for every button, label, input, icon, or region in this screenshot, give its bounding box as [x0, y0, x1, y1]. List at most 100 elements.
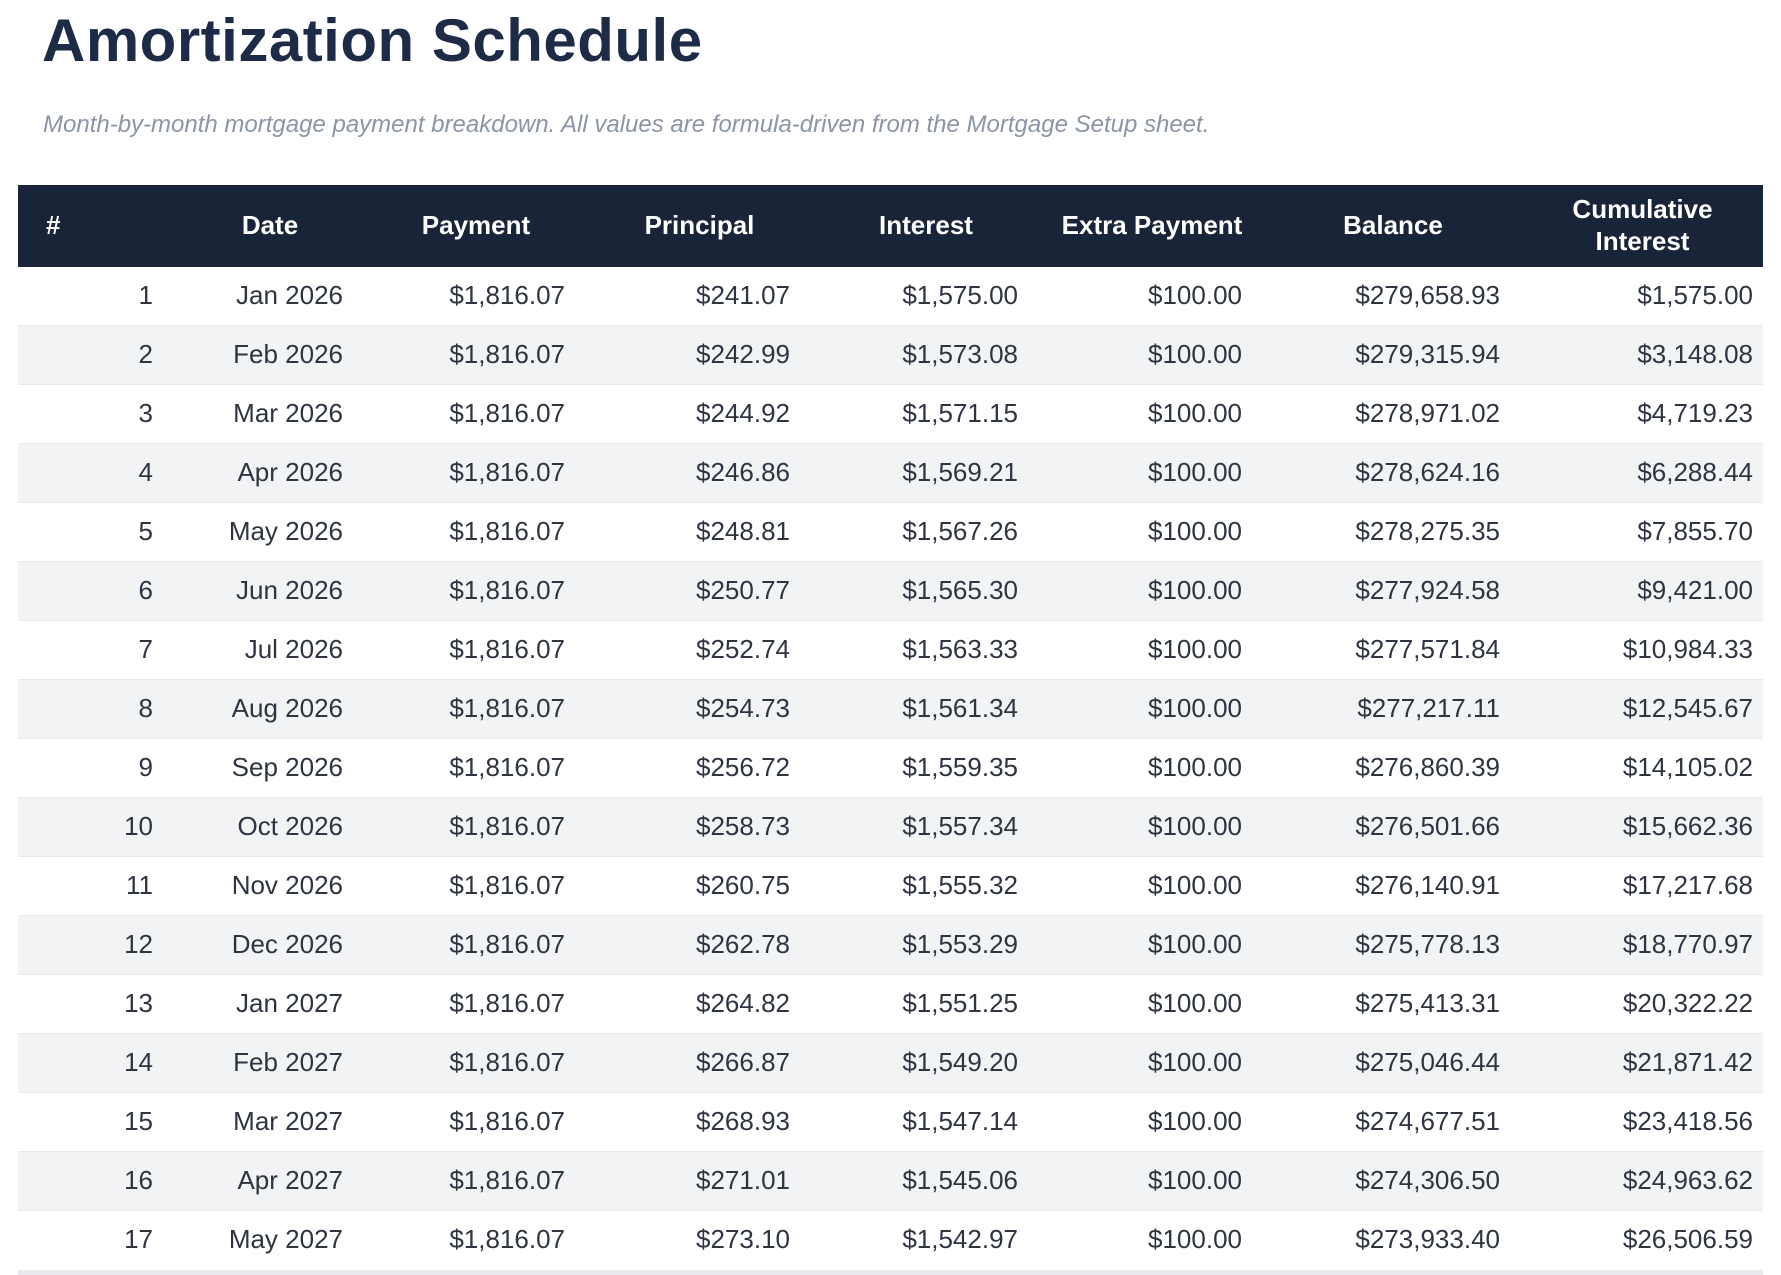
cell-row-number: 14 — [18, 1032, 175, 1093]
table-row: 16 Apr 2027 $1,816.07 $271.01 $1,545.06 $100.… — [18, 1150, 1763, 1211]
cell-payment: $1,816.07 — [365, 678, 587, 739]
cell-balance: $277,571.84 — [1264, 619, 1522, 680]
table-row: 15 Mar 2027 $1,816.07 $268.93 $1,547.14 $100.… — [18, 1091, 1763, 1152]
cell-payment: $1,816.07 — [365, 619, 587, 680]
table-row: 12 Dec 2026 $1,816.07 $262.78 $1,553.29 $100.… — [18, 914, 1763, 975]
cell-cumulative-interest: $14,105.02 — [1522, 737, 1763, 798]
cell-row-number: 1 — [138, 280, 153, 311]
cell-payment: $1,816.07 — [365, 501, 587, 562]
cell-payment: $1,816.07 — [365, 1091, 587, 1152]
cell-principal: $248.81 — [587, 501, 812, 562]
table-row: 5 May 2026 $1,816.07 $248.81 $1,567.26 $100.0… — [18, 501, 1763, 562]
cell-date: Jul 2026 — [175, 619, 365, 680]
cell-row-number: 4 — [18, 442, 175, 503]
cell-balance: $279,315.94 — [1264, 324, 1522, 385]
cell-extra-payment: $100.00 — [1040, 737, 1264, 798]
table-row: 13 Jan 2027 $1,816.07 $264.82 $1,551.25 $100.… — [18, 973, 1763, 1034]
cell-date: Nov 2026 — [175, 855, 365, 916]
cell-interest: $1,553.29 — [812, 914, 1040, 975]
cell-date: Feb 2026 — [175, 324, 365, 385]
cell-balance: $275,413.31 — [1264, 973, 1522, 1034]
cell-extra-payment: $100.00 — [1040, 501, 1264, 562]
table-header: # Date Payment Principal Interest Extra Payme… — [18, 184, 1763, 267]
cell-interest: $1,567.26 — [812, 501, 1040, 562]
page-subtitle: Month-by-month mortgage payment breakdow… — [43, 111, 1210, 138]
cell-extra-payment: $100.00 — [1148, 280, 1242, 311]
table-row: 17 May 2027 $1,816.07 $273.10 $1,542.97 $100.… — [18, 1209, 1763, 1269]
cell-row-number: 12 — [18, 914, 175, 975]
cell-interest: $1,573.08 — [812, 324, 1040, 385]
page: Amortization Schedule Month-by-month mor… — [0, 6, 1781, 1275]
cell-principal: $256.72 — [587, 737, 812, 798]
cell-extra-payment: $100.00 — [1040, 1091, 1264, 1152]
next-row-sliver — [18, 1269, 1763, 1275]
cell-cumulative-interest: $26,506.59 — [1522, 1209, 1763, 1269]
cell-cumulative-interest: $20,322.22 — [1522, 973, 1763, 1034]
cell-row-number: 2 — [18, 324, 175, 385]
cell-extra-payment: $100.00 — [1040, 324, 1264, 385]
cell-principal: $246.86 — [587, 442, 812, 503]
cell-cumulative-interest: $3,148.08 — [1522, 324, 1763, 385]
cell-principal: $252.74 — [587, 619, 812, 680]
amortization-table-wrap: # Date Payment Principal Interest Extra Payme… — [18, 184, 1763, 1275]
cell-payment: $1,816.07 — [365, 914, 587, 975]
cell-payment: $1,816.07 — [365, 442, 587, 503]
cell-row-number: 7 — [18, 619, 175, 680]
cell-extra-payment: $100.00 — [1040, 973, 1264, 1034]
cell-cumulative-interest: $10,984.33 — [1522, 619, 1763, 680]
cell-balance: $276,140.91 — [1264, 855, 1522, 916]
table-row: 6 Jun 2026 $1,816.07 $250.77 $1,565.30 $100.0… — [18, 560, 1763, 621]
cell-date: Mar 2027 — [175, 1091, 365, 1152]
cell-balance: $274,677.51 — [1264, 1091, 1522, 1152]
table-row: 14 Feb 2027 $1,816.07 $266.87 $1,549.20 $100.… — [18, 1032, 1763, 1093]
cell-balance: $278,624.16 — [1264, 442, 1522, 503]
cell-row-number: 10 — [18, 796, 175, 857]
cell-date: Apr 2026 — [175, 442, 365, 503]
table-body: 1 Jan 2026 $1,816.07 $241.07 $1,575.00 $100.0… — [18, 267, 1763, 1269]
cell-interest: $1,559.35 — [812, 737, 1040, 798]
column-header-cumulative-interest: Cumulative Interest — [1522, 184, 1763, 267]
page-title: Amortization Schedule — [42, 7, 703, 74]
cell-balance: $277,924.58 — [1264, 560, 1522, 621]
cell-balance: $273,933.40 — [1264, 1209, 1522, 1269]
cell-row-number: 11 — [18, 855, 175, 916]
table-row: 2 Feb 2026 $1,816.07 $242.99 $1,573.08 $100.0… — [18, 324, 1763, 385]
cell-row-number: 15 — [18, 1091, 175, 1152]
cell-interest: $1,563.33 — [812, 619, 1040, 680]
table-row: 10 Oct 2026 $1,816.07 $258.73 $1,557.34 $100.… — [18, 796, 1763, 857]
cell-cumulative-interest: $4,719.23 — [1522, 383, 1763, 444]
cell-row-number: 6 — [18, 560, 175, 621]
cell-principal: $262.78 — [587, 914, 812, 975]
cell-principal: $241.07 — [696, 280, 790, 311]
cell-principal: $271.01 — [587, 1150, 812, 1211]
cell-payment: $1,816.07 — [365, 324, 587, 385]
cell-interest: $1,555.32 — [812, 855, 1040, 916]
cell-payment: $1,816.07 — [365, 1209, 587, 1269]
cell-cumulative-interest: $18,770.97 — [1522, 914, 1763, 975]
cell-principal: $264.82 — [587, 973, 812, 1034]
column-header-interest: Interest — [812, 184, 1040, 267]
cell-date: Dec 2026 — [175, 914, 365, 975]
cell-cumulative-interest: $7,855.70 — [1522, 501, 1763, 562]
cell-date: Jun 2026 — [175, 560, 365, 621]
table-row: 1 Jan 2026 $1,816.07 $241.07 $1,575.00 $100.0… — [18, 267, 1763, 326]
column-header-date: Date — [175, 184, 365, 267]
cell-payment: $1,816.07 — [365, 796, 587, 857]
cell-payment: $1,816.07 — [365, 973, 587, 1034]
cell-principal: $254.73 — [587, 678, 812, 739]
cell-cumulative-interest: $6,288.44 — [1522, 442, 1763, 503]
cell-cumulative-interest: $15,662.36 — [1522, 796, 1763, 857]
cell-payment: $1,816.07 — [365, 560, 587, 621]
cell-principal: $244.92 — [587, 383, 812, 444]
cell-balance: $276,860.39 — [1264, 737, 1522, 798]
cell-balance: $275,046.44 — [1264, 1032, 1522, 1093]
cell-row-number: 5 — [18, 501, 175, 562]
cell-date: Feb 2027 — [175, 1032, 365, 1093]
cell-payment: $1,816.07 — [365, 1150, 587, 1211]
cell-principal: $258.73 — [587, 796, 812, 857]
table-row: 4 Apr 2026 $1,816.07 $246.86 $1,569.21 $100.0… — [18, 442, 1763, 503]
cell-date: May 2027 — [175, 1209, 365, 1269]
cell-principal: $266.87 — [587, 1032, 812, 1093]
cell-principal: $260.75 — [587, 855, 812, 916]
table-row: 7 Jul 2026 $1,816.07 $252.74 $1,563.33 $100.0… — [18, 619, 1763, 680]
